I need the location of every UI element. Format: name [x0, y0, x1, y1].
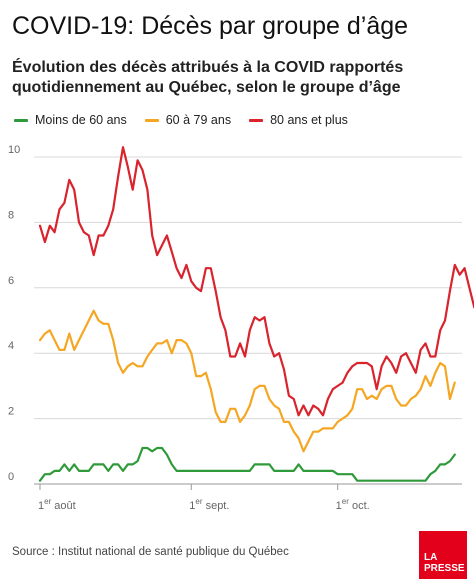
logo-line-2: PRESSE — [424, 563, 465, 574]
source-note: Source : Institut national de santé publ… — [12, 546, 289, 558]
y-tick-label-8: 8 — [8, 209, 14, 221]
y-tick-label-0: 0 — [8, 471, 14, 483]
y-tick-label-2: 2 — [8, 406, 14, 418]
series-line-60-79 — [38, 309, 456, 453]
y-tick-label-10: 10 — [8, 144, 20, 156]
y-tick-label-4: 4 — [8, 340, 14, 352]
x-tick-label-0: 1er août — [38, 497, 76, 512]
legend-label-under-60: Moins de 60 ans — [35, 113, 127, 127]
chart-legend: Moins de 60 ans 60 à 79 ans 80 ans et pl… — [14, 111, 366, 129]
legend-item-under-60: Moins de 60 ans — [14, 113, 127, 127]
x-tick-label-2: 1er oct. — [336, 497, 370, 512]
y-tick-label-6: 6 — [8, 275, 14, 287]
chart-title: COVID-19: Décès par groupe d’âge — [12, 12, 409, 40]
line-chart: 0 2 4 6 8 10 1er août 1er sept. 1er oct. — [8, 144, 474, 512]
la-presse-logo: LA PRESSE — [419, 531, 467, 579]
legend-item-80-plus: 80 ans et plus — [249, 113, 348, 127]
series-line-under-60 — [38, 446, 456, 482]
legend-label-80-plus: 80 ans et plus — [270, 113, 348, 127]
series-line-80-plus — [38, 146, 474, 417]
legend-swatch-80-plus — [249, 118, 264, 122]
legend-label-60-79: 60 à 79 ans — [165, 113, 232, 127]
x-tick-label-1: 1er sept. — [189, 497, 229, 512]
logo-line-1: LA — [424, 552, 438, 563]
chart-subtitle: Évolution des décès attribués à la COVID… — [12, 59, 404, 96]
legend-item-60-79: 60 à 79 ans — [144, 113, 232, 127]
legend-swatch-under-60 — [14, 118, 28, 122]
legend-swatch-60-79 — [144, 118, 159, 122]
